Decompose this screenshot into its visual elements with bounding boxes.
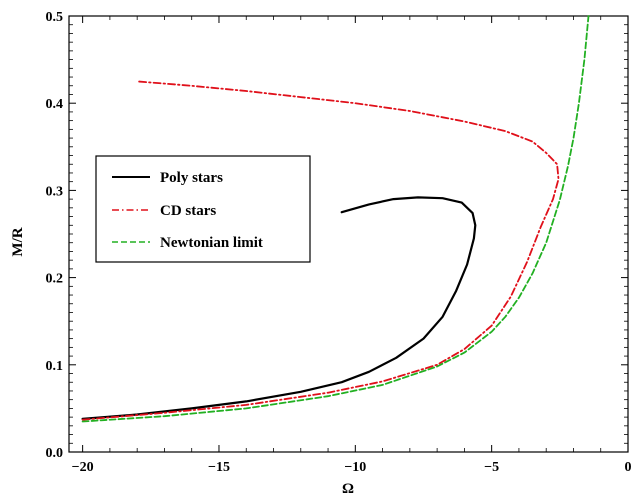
y-tick-label: 0.5 xyxy=(46,10,64,25)
x-tick-label: 0 xyxy=(625,460,632,475)
legend-label-poly-stars: Poly stars xyxy=(160,170,223,186)
series-line-poly-stars xyxy=(81,196,477,420)
legend-label-cd-stars: CD stars xyxy=(160,203,216,219)
y-axis-title: M/R xyxy=(10,227,26,256)
series-line-newtonian-limit xyxy=(81,15,590,423)
tick-labels: −20 −15 −10 −5 0 0.0 0.1 0.2 0.3 0.4 0.5 xyxy=(46,10,632,475)
x-tick-label: −15 xyxy=(208,460,230,475)
y-tick-label: 0.2 xyxy=(46,272,64,287)
legend-box xyxy=(95,155,311,263)
series-line-cd-stars xyxy=(81,80,560,421)
x-axis-title: Ω xyxy=(342,481,354,496)
series-layer xyxy=(81,15,590,423)
x-tick-label: −10 xyxy=(344,460,366,475)
legend: Poly stars CD stars Newtonian limit xyxy=(95,155,311,263)
x-tick-label: −5 xyxy=(484,460,499,475)
y-tick-label: 0.0 xyxy=(46,446,64,461)
y-tick-label: 0.3 xyxy=(46,184,64,199)
y-tick-label: 0.1 xyxy=(46,359,64,374)
axis-ticks xyxy=(69,15,629,453)
legend-label-newtonian-limit: Newtonian limit xyxy=(160,235,263,251)
y-tick-label: 0.4 xyxy=(46,97,64,112)
x-tick-label: −20 xyxy=(72,460,94,475)
